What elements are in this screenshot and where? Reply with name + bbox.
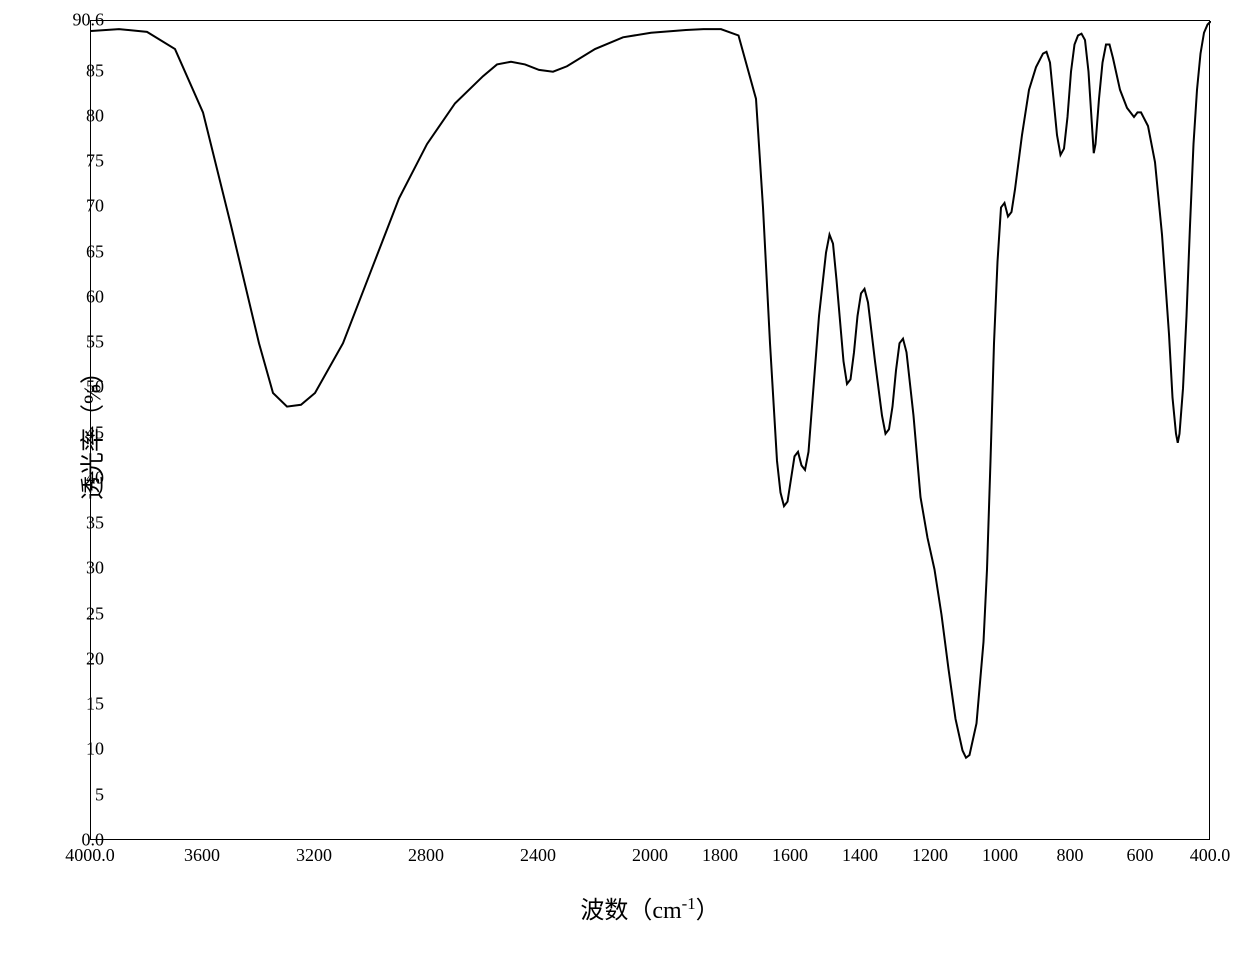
x-tick-label: 1400 xyxy=(842,845,878,866)
x-tick-label: 2000 xyxy=(632,845,668,866)
x-tick-label: 1600 xyxy=(772,845,808,866)
y-tick-label: 70 xyxy=(44,196,104,217)
x-tick-label: 2800 xyxy=(408,845,444,866)
y-tick-label: 5 xyxy=(44,784,104,805)
x-tick-label: 400.0 xyxy=(1190,845,1231,866)
y-tick-label: 85 xyxy=(44,60,104,81)
spectrum-line xyxy=(91,21,1211,841)
y-tick-label: 25 xyxy=(44,603,104,624)
y-tick-label: 15 xyxy=(44,694,104,715)
y-tick-label: 50 xyxy=(44,377,104,398)
x-tick-label: 1200 xyxy=(912,845,948,866)
x-tick-label: 2400 xyxy=(520,845,556,866)
y-tick-label: 20 xyxy=(44,648,104,669)
y-tick-label: 35 xyxy=(44,513,104,534)
ir-spectrum-chart xyxy=(90,20,1210,880)
y-tick-label: 60 xyxy=(44,286,104,307)
x-tick-label: 3600 xyxy=(184,845,220,866)
y-tick-label: 45 xyxy=(44,422,104,443)
y-tick-label: 80 xyxy=(44,105,104,126)
x-tick-label: 800 xyxy=(1057,845,1084,866)
x-axis-title-text: 波数（cm-1） xyxy=(580,898,719,924)
y-tick-label: 55 xyxy=(44,332,104,353)
y-tick-label: 75 xyxy=(44,151,104,172)
x-tick-label: 1000 xyxy=(982,845,1018,866)
x-tick-label: 1800 xyxy=(702,845,738,866)
y-tick-label: 90.6 xyxy=(44,10,104,31)
x-axis-title: 波数（cm-1） xyxy=(90,890,1210,925)
y-tick-label: 40 xyxy=(44,467,104,488)
y-tick-label: 65 xyxy=(44,241,104,262)
x-tick-label: 3200 xyxy=(296,845,332,866)
x-tick-label: 600 xyxy=(1127,845,1154,866)
y-tick-label: 10 xyxy=(44,739,104,760)
y-tick-label: 30 xyxy=(44,558,104,579)
plot-area xyxy=(90,20,1210,840)
x-tick-label: 4000.0 xyxy=(65,845,115,866)
